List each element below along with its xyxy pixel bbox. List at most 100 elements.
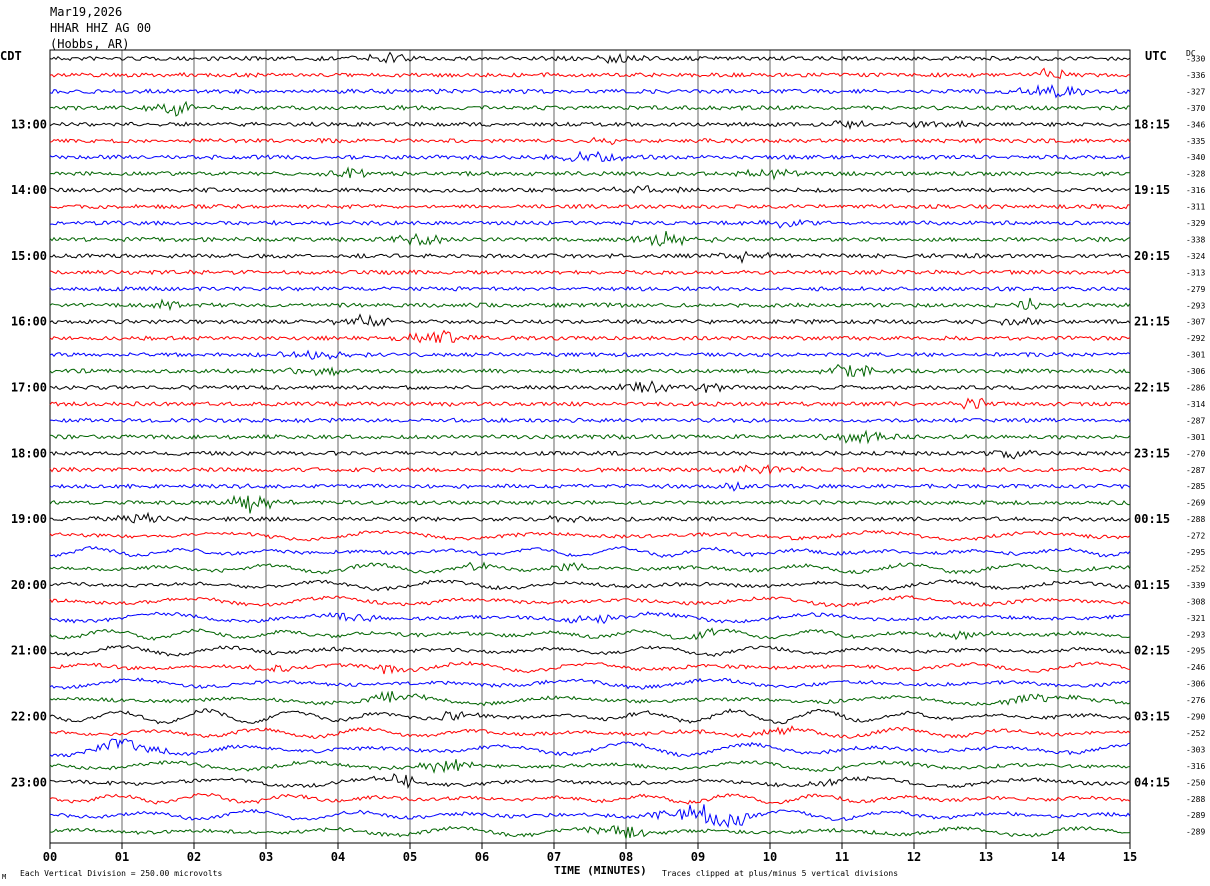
seismic-trace <box>49 773 1131 790</box>
seismic-trace <box>49 690 1131 707</box>
x-tick-label: 12 <box>907 850 921 864</box>
dc-offset-label: -270 <box>1186 449 1205 458</box>
x-tick-label: 07 <box>547 850 561 864</box>
plot-frame <box>49 49 1131 844</box>
seismic-trace <box>49 725 1131 739</box>
seismic-trace <box>49 185 1131 195</box>
seismic-trace <box>49 660 1131 675</box>
dc-offset-label: -269 <box>1186 499 1205 508</box>
dc-offset-label: -339 <box>1186 581 1205 590</box>
right-axis-label: UTC <box>1145 49 1167 63</box>
grid-layer <box>49 49 1131 849</box>
seismic-trace <box>49 100 1131 117</box>
dc-offset-label: -316 <box>1186 186 1205 195</box>
dc-offset-label: -308 <box>1186 597 1205 606</box>
cdt-hour-label: 20:00 <box>11 578 47 592</box>
dc-offset-label: -313 <box>1186 268 1205 277</box>
cdt-hour-label: 16:00 <box>11 315 47 329</box>
utc-hour-label: 00:15 <box>1134 512 1170 526</box>
utc-hour-label: 20:15 <box>1134 249 1170 263</box>
x-tick-label: 14 <box>1051 850 1065 864</box>
dc-offset-label: -285 <box>1186 482 1205 491</box>
utc-hour-label: 01:15 <box>1134 578 1170 592</box>
seismic-trace <box>49 449 1131 460</box>
seismic-trace <box>49 480 1131 492</box>
seismic-trace <box>49 313 1131 328</box>
seismic-trace <box>49 119 1131 131</box>
seismic-trace <box>49 464 1131 476</box>
seismic-trace <box>49 349 1131 361</box>
seismic-trace <box>49 203 1131 210</box>
seismic-trace <box>49 285 1131 292</box>
utc-hour-label: 23:15 <box>1134 446 1170 460</box>
seismic-trace <box>49 529 1131 542</box>
dc-offset-label: -295 <box>1186 647 1205 656</box>
seismic-trace <box>49 166 1131 181</box>
dc-offset-label: -314 <box>1186 400 1205 409</box>
station-label: HHAR HHZ AG 00 <box>50 21 152 35</box>
dc-offset-label: -287 <box>1186 416 1205 425</box>
seismic-trace <box>50 511 1131 524</box>
seismic-trace <box>49 230 1131 247</box>
seismic-trace <box>49 329 1131 344</box>
dc-offset-label: -340 <box>1186 153 1205 162</box>
dc-offset-label: -321 <box>1186 614 1205 623</box>
seismic-trace <box>49 824 1131 839</box>
seismic-trace <box>49 804 1131 829</box>
dc-offset-label: -327 <box>1186 87 1205 96</box>
dc-offset-label: -288 <box>1186 795 1205 804</box>
seismic-trace <box>49 645 1131 657</box>
cdt-hour-label: 21:00 <box>11 644 47 658</box>
x-tick-label: 04 <box>331 850 345 864</box>
seismic-trace <box>49 380 1131 394</box>
dc-offset-label: -246 <box>1186 663 1205 672</box>
dc-offset-label: -252 <box>1186 729 1205 738</box>
date-label: Mar19,2026 <box>50 5 123 19</box>
seismic-trace <box>49 546 1131 558</box>
seismic-trace <box>49 51 1131 64</box>
dc-offset-label: -272 <box>1186 532 1205 541</box>
trace-layer <box>49 51 1131 839</box>
seismic-trace <box>49 250 1131 264</box>
seismic-trace <box>49 677 1131 690</box>
dc-offset-label: -324 <box>1186 252 1205 261</box>
seismic-trace <box>49 297 1131 312</box>
seismic-trace <box>49 417 1131 424</box>
x-tick-label: 09 <box>691 850 705 864</box>
dc-offset-label: -301 <box>1186 433 1205 442</box>
cdt-hour-label: 22:00 <box>11 710 47 724</box>
seismic-trace <box>49 218 1131 229</box>
dc-offset-label: -292 <box>1186 334 1205 343</box>
dc-offset-label: -303 <box>1186 745 1205 754</box>
dc-offset-label: -288 <box>1186 515 1205 524</box>
x-tick-label: 01 <box>115 850 129 864</box>
left-axis-label: CDT <box>0 49 22 63</box>
dc-offset-label: -306 <box>1186 680 1205 689</box>
utc-hour-label: 22:15 <box>1134 381 1170 395</box>
footer-right-note: Traces clipped at plus/minus 5 vertical … <box>662 869 898 878</box>
seismic-trace <box>49 561 1131 575</box>
seismic-trace <box>49 595 1130 608</box>
seismic-trace <box>49 759 1131 774</box>
dc-offset-label: -370 <box>1186 104 1205 113</box>
cdt-hour-label: 19:00 <box>11 512 47 526</box>
seismic-trace <box>49 150 1131 163</box>
location-label: (Hobbs, AR) <box>50 37 130 51</box>
seismic-trace <box>49 627 1131 641</box>
utc-hour-label: 02:15 <box>1134 644 1170 658</box>
dc-offset-label: -286 <box>1186 384 1205 393</box>
seismic-trace <box>49 792 1131 805</box>
dc-offset-label: -287 <box>1186 466 1205 475</box>
dc-offset-label: -289 <box>1186 811 1205 820</box>
dc-offset-label: -316 <box>1186 762 1205 771</box>
dc-offset-label: -346 <box>1186 120 1205 129</box>
x-tick-label: 06 <box>475 850 489 864</box>
seismic-trace <box>49 397 1130 410</box>
cdt-hour-label: 18:00 <box>11 446 47 460</box>
dc-offset-label: -252 <box>1186 564 1205 573</box>
dc-offset-label: -250 <box>1186 778 1205 787</box>
x-axis-title: TIME (MINUTES) <box>554 864 647 877</box>
dc-offset-label: -311 <box>1186 203 1205 212</box>
dc-offset-label: -293 <box>1186 301 1205 310</box>
x-tick-label: 05 <box>403 850 417 864</box>
